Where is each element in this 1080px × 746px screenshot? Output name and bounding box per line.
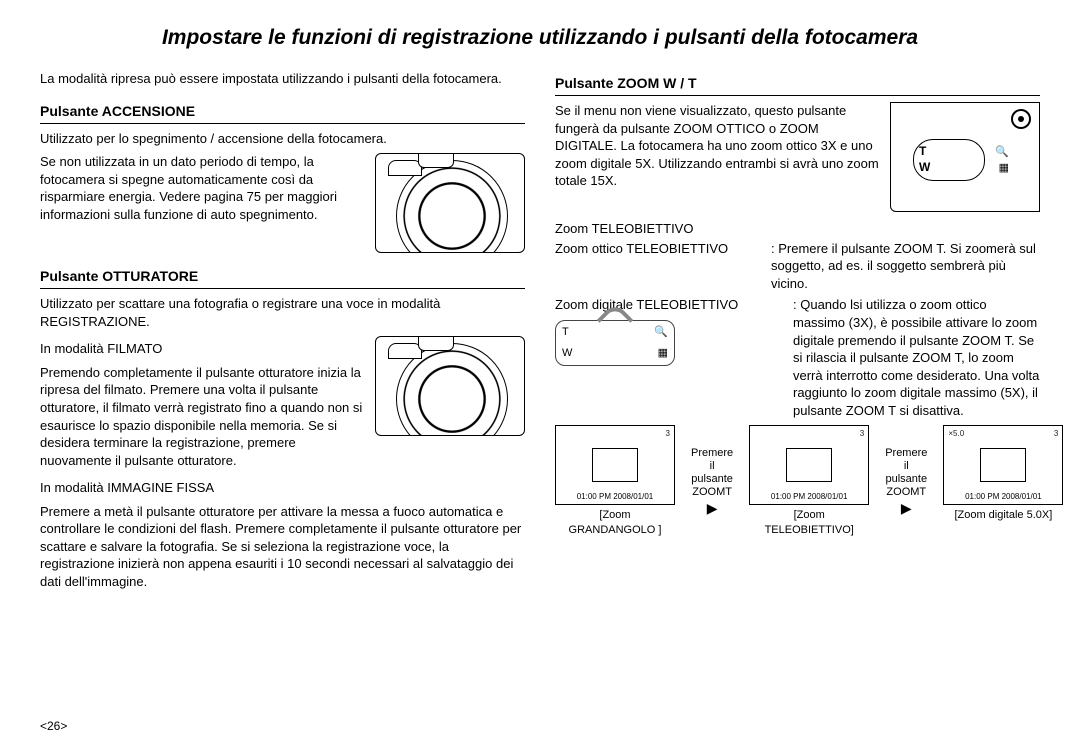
digital-tele-desc: : Quando lsi utilizza o zoom ottico mass… xyxy=(793,296,1040,419)
shutter-section: Pulsante OTTURATORE Utilizzato per scatt… xyxy=(40,267,525,590)
thumb-digital-caption: [Zoom digitale 5.0X] xyxy=(954,508,1052,523)
thumb-counter: 3 xyxy=(1054,429,1058,440)
camera-top-illustration xyxy=(375,153,525,253)
device-w-label: W xyxy=(919,159,930,175)
zoom-t-label: T xyxy=(562,325,569,340)
optic-tele-row: Zoom ottico TELEOBIETTIVO : Premere il p… xyxy=(555,240,1040,293)
intro-text: La modalità ripresa può essere impostata… xyxy=(40,70,525,88)
left-column: La modalità ripresa può essere impostata… xyxy=(40,70,525,604)
power-p2: Se non utilizzata in un dato periodo di … xyxy=(40,153,365,223)
zoom-button-diagram: T W 🔍 ▦ xyxy=(555,320,675,366)
thumb-time: 01:00 PM 2008/01/01 xyxy=(944,493,1062,501)
optic-tele-term: Zoom ottico TELEOBIETTIVO xyxy=(555,240,765,293)
still-mode-text: Premere a metà il pulsante otturatore pe… xyxy=(40,503,525,591)
two-column-layout: La modalità ripresa può essere impostata… xyxy=(40,70,1040,604)
magnifier-icon: 🔍 xyxy=(654,325,668,340)
thumb-wide-caption: [Zoom GRANDANGOLO ] xyxy=(555,508,675,538)
shutter-p1: Utilizzato per scattare una fotografia o… xyxy=(40,295,525,330)
magnifier-icon: 🔍 xyxy=(995,145,1009,160)
tele-label: Zoom TELEOBIETTIVO xyxy=(555,220,1040,238)
power-p1: Utilizzato per lo spegnimento / accensio… xyxy=(40,130,525,148)
digital-tele-row: Zoom digitale TELEOBIETTIVO xyxy=(555,296,765,314)
thumb-time: 01:00 PM 2008/01/01 xyxy=(750,493,868,501)
thumb-tele: 3 01:00 PM 2008/01/01 xyxy=(749,425,869,505)
power-section: Pulsante ACCENSIONE Utilizzato per lo sp… xyxy=(40,102,525,253)
camera-back-crop-illustration: T W 🔍 ▦ xyxy=(890,102,1040,212)
thumb-digital: ×5.0 3 01:00 PM 2008/01/01 xyxy=(943,425,1063,505)
thumb-tele-caption: [Zoom TELEOBIETTIVO] xyxy=(749,508,869,538)
arrow-icon: ▶ xyxy=(691,500,733,517)
arrow-label-1: Premere il pulsante ZOOMT ▶ xyxy=(691,447,733,517)
camera-top-illustration-2 xyxy=(375,336,525,436)
arrow-label-2: Premere il pulsante ZOOMT ▶ xyxy=(885,447,927,517)
power-heading: Pulsante ACCENSIONE xyxy=(40,102,525,124)
thumb-counter: 3 xyxy=(860,429,864,440)
thumb-time: 01:00 PM 2008/01/01 xyxy=(556,493,674,501)
zoom-thumbnails-row: 3 01:00 PM 2008/01/01 [Zoom GRANDANGOLO … xyxy=(555,425,1040,538)
digital-tele-term: Zoom digitale TELEOBIETTIVO xyxy=(555,296,765,314)
thumb-zoom-factor: ×5.0 xyxy=(948,429,964,440)
zoom-intro: Se il menu non viene visualizzato, quest… xyxy=(555,102,880,190)
thumb-counter: 3 xyxy=(666,429,670,440)
arrow-icon: ▶ xyxy=(885,500,927,517)
page-number: <26> xyxy=(40,718,67,734)
zoom-w-label: W xyxy=(562,346,572,361)
grid-icon: ▦ xyxy=(658,346,668,361)
zoom-heading: Pulsante ZOOM W / T xyxy=(555,74,1040,96)
right-column: Pulsante ZOOM W / T Se il menu non viene… xyxy=(555,70,1040,604)
still-mode-label: In modalità IMMAGINE FISSA xyxy=(40,479,525,497)
shutter-heading: Pulsante OTTURATORE xyxy=(40,267,525,289)
movie-mode-text: Premendo completamente il pulsante ottur… xyxy=(40,364,365,469)
movie-mode-label: In modalità FILMATO xyxy=(40,340,365,358)
optic-tele-desc: : Premere il pulsante ZOOM T. Si zoomerà… xyxy=(771,240,1040,293)
thumb-wide: 3 01:00 PM 2008/01/01 xyxy=(555,425,675,505)
page-title: Impostare le funzioni di registrazione u… xyxy=(40,24,1040,52)
device-t-label: T xyxy=(919,143,926,159)
grid-icon: ▦ xyxy=(999,161,1009,176)
